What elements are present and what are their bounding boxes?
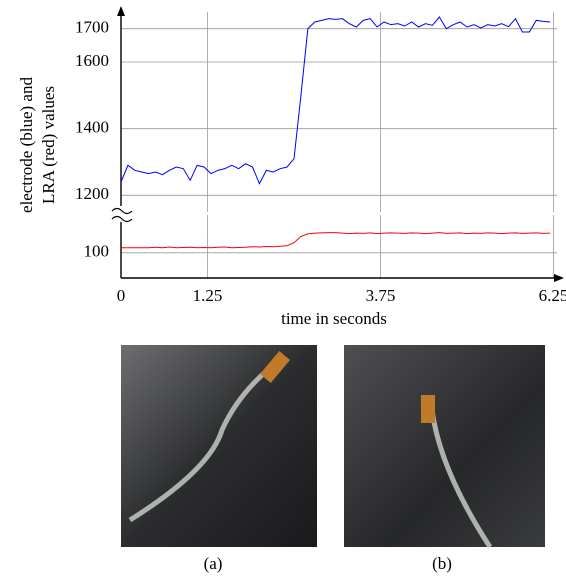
- y-arrow: [117, 6, 125, 16]
- data-line: [120, 16, 551, 185]
- photo-a: [121, 345, 317, 547]
- x-tick-label: 0: [117, 286, 126, 305]
- data-line: [121, 232, 551, 249]
- axis-break: [111, 207, 133, 223]
- photo-a-robot: [128, 358, 282, 523]
- x-label: time in seconds: [281, 309, 387, 328]
- photo-a-lra: [259, 351, 291, 383]
- axis-break-gap: [112, 206, 132, 222]
- x-tick-label: 3.75: [366, 286, 396, 305]
- y-tick-label: 100: [84, 242, 110, 261]
- y-tick-label: 1600: [75, 51, 109, 70]
- axes: [111, 6, 564, 282]
- photo-b-lra: [421, 395, 435, 423]
- photo-b: [344, 345, 545, 547]
- y-tick-label: 1400: [75, 118, 109, 137]
- y-tick-label: 1700: [75, 18, 109, 37]
- y-tick-label: 1200: [75, 184, 109, 203]
- x-tick-label: 1.25: [193, 286, 223, 305]
- y-label: electrode (blue) and: [17, 77, 36, 213]
- y-label: LRA (red) values: [39, 86, 58, 204]
- caption: (a): [204, 554, 223, 573]
- x-arrow: [554, 274, 564, 282]
- caption: (b): [432, 554, 452, 573]
- photo-b-robot: [429, 409, 493, 549]
- x-tick-label: 6.25: [539, 286, 566, 305]
